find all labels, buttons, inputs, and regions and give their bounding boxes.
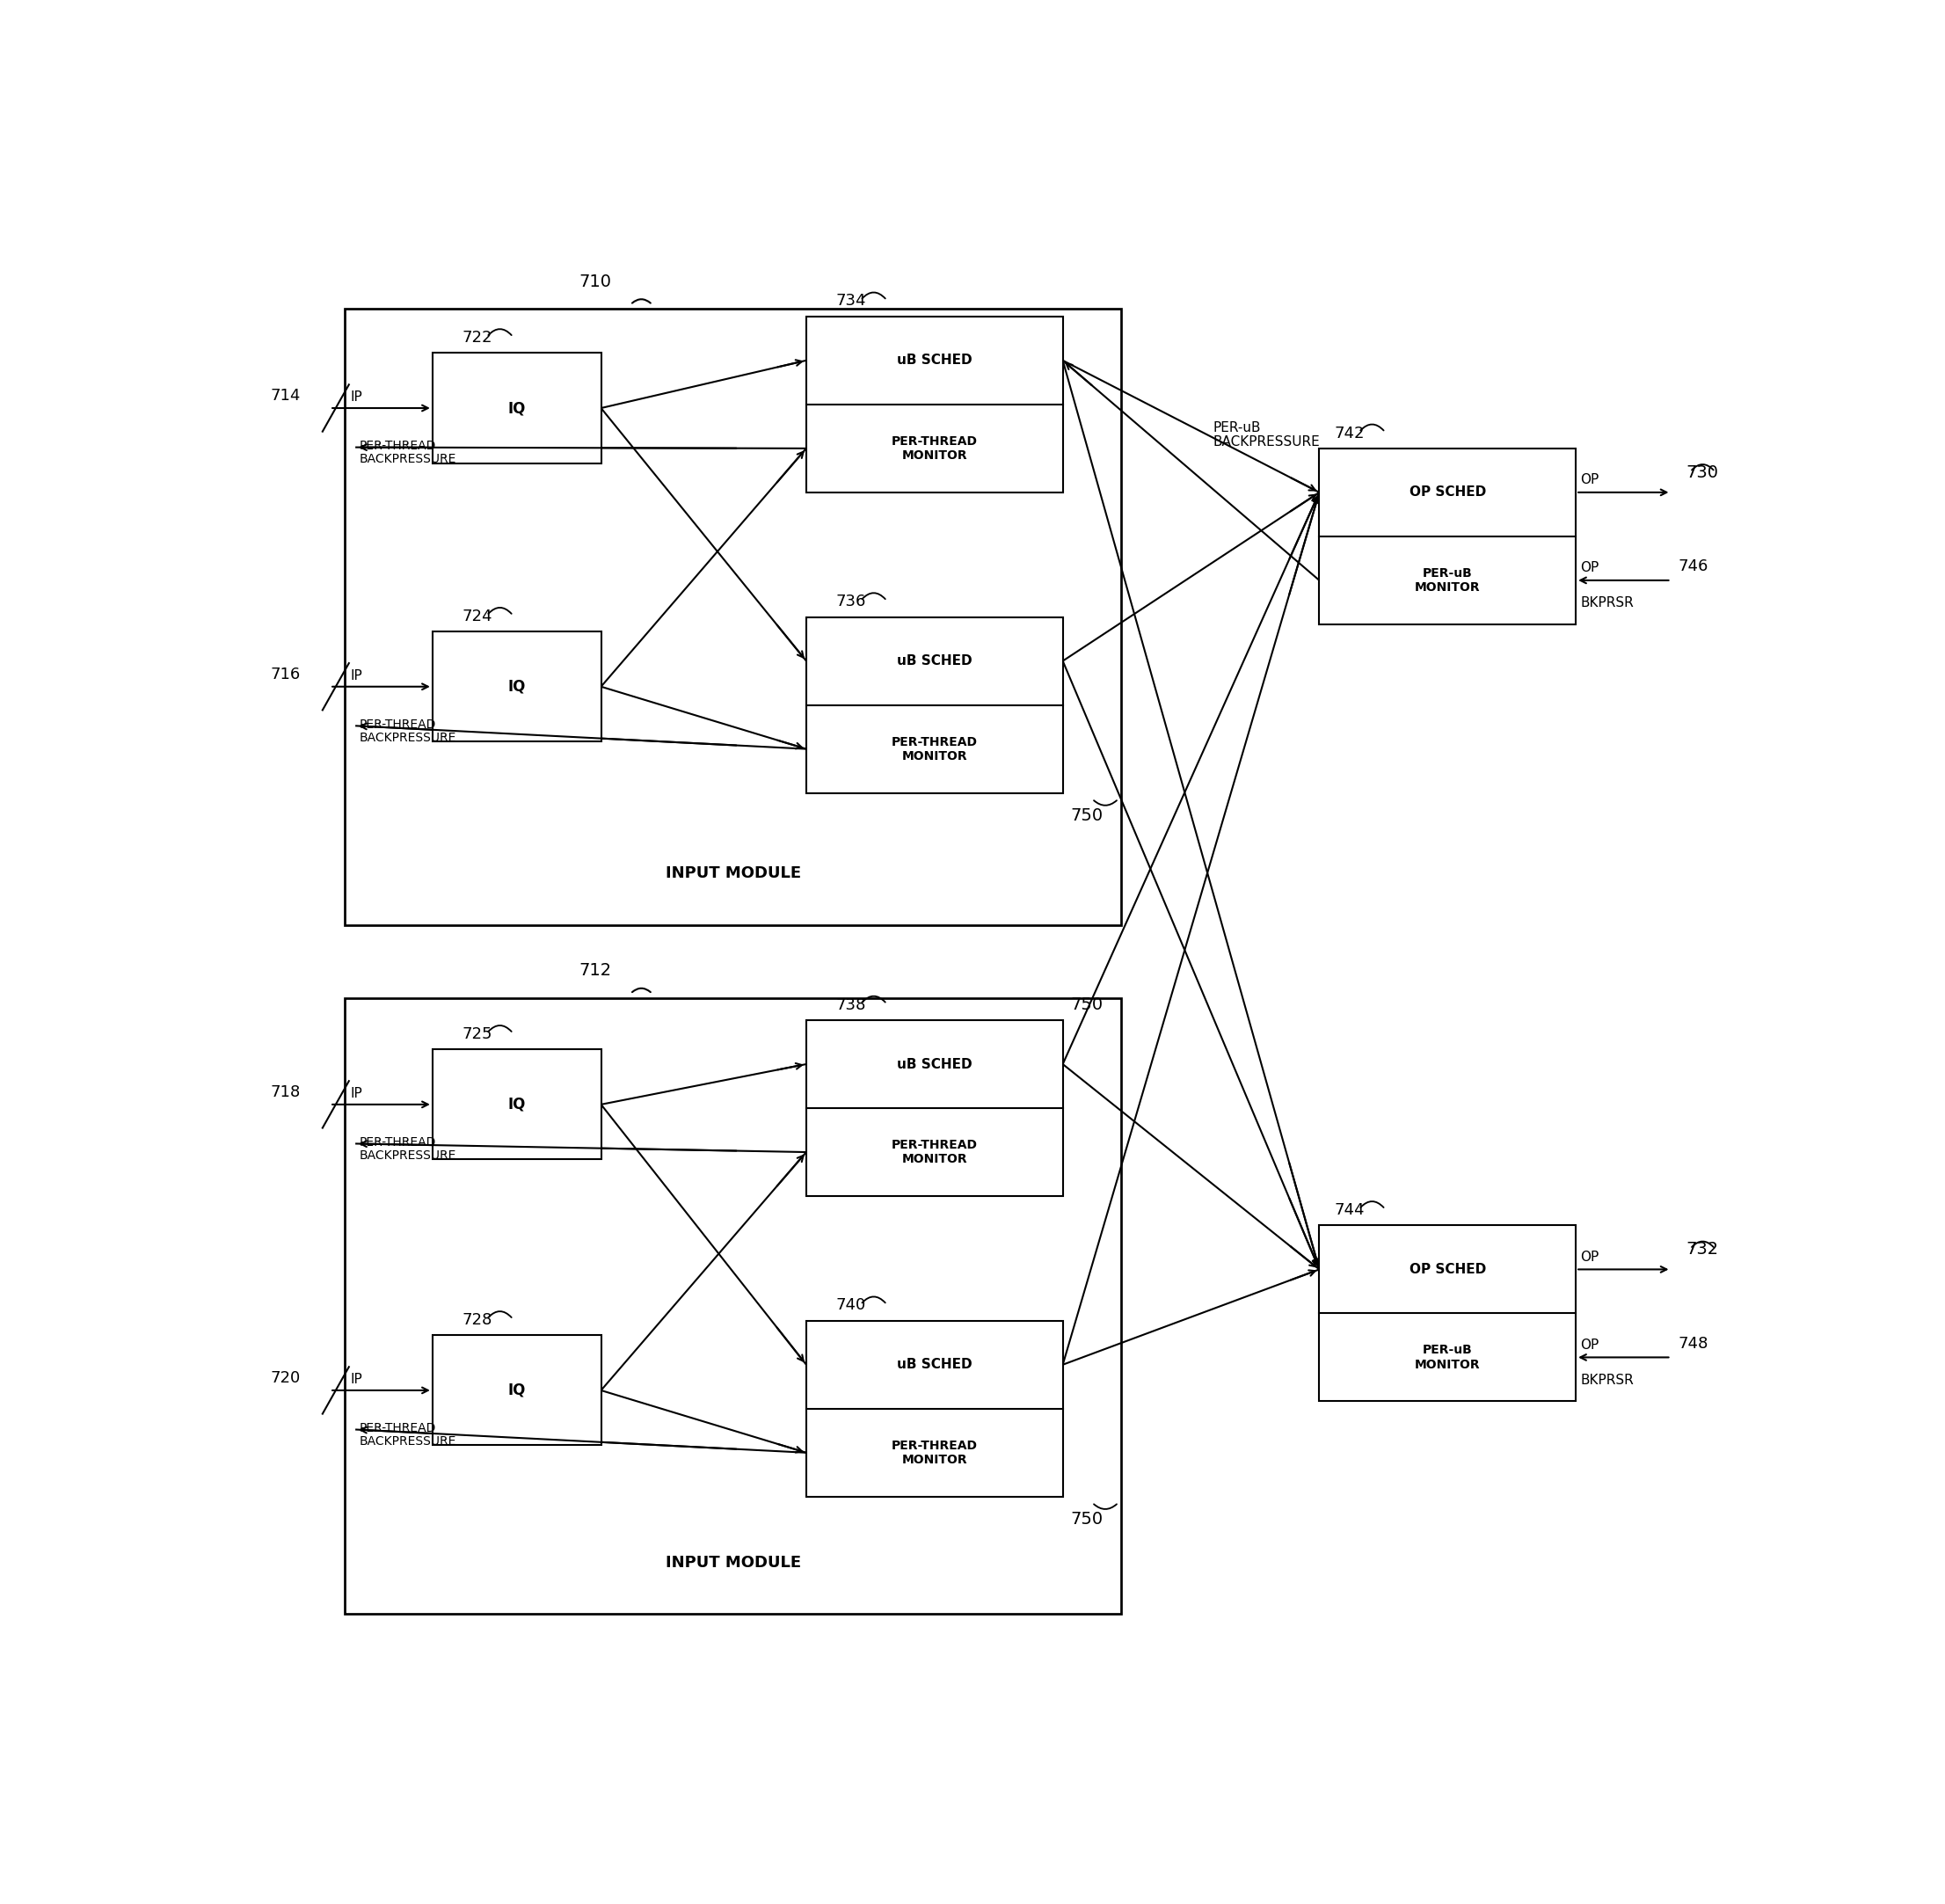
Text: 742: 742: [1334, 425, 1363, 442]
Bar: [432, 632, 601, 741]
Text: BKPRSR: BKPRSR: [1579, 1373, 1634, 1386]
Text: 750: 750: [1070, 996, 1103, 1013]
Text: PER-THREAD
MONITOR: PER-THREAD MONITOR: [891, 1439, 978, 1466]
Text: 738: 738: [836, 998, 866, 1013]
Text: uB SCHED: uB SCHED: [897, 1358, 972, 1371]
Text: OP SCHED: OP SCHED: [1410, 486, 1486, 499]
Bar: [807, 316, 1062, 493]
Text: PER-uB
MONITOR: PER-uB MONITOR: [1414, 1344, 1480, 1371]
Text: BKPRSR: BKPRSR: [1579, 596, 1634, 609]
Text: 728: 728: [461, 1312, 492, 1329]
Bar: [432, 1049, 601, 1160]
Text: INPUT MODULE: INPUT MODULE: [665, 866, 801, 882]
Text: OP: OP: [1579, 474, 1599, 487]
Bar: [432, 352, 601, 463]
Text: IP: IP: [350, 390, 362, 404]
Text: PER-THREAD
MONITOR: PER-THREAD MONITOR: [891, 1139, 978, 1165]
Text: 716: 716: [270, 666, 301, 682]
Text: 730: 730: [1686, 465, 1717, 480]
Text: 724: 724: [461, 609, 492, 625]
Bar: [1319, 447, 1575, 625]
Text: IQ: IQ: [508, 1382, 525, 1398]
Text: IQ: IQ: [508, 400, 525, 415]
Text: uB SCHED: uB SCHED: [897, 354, 972, 367]
Text: PER-THREAD
MONITOR: PER-THREAD MONITOR: [891, 735, 978, 762]
Text: PER-THREAD
MONITOR: PER-THREAD MONITOR: [891, 436, 978, 461]
Text: OP: OP: [1579, 1339, 1599, 1352]
Text: 746: 746: [1679, 558, 1708, 575]
Text: 718: 718: [270, 1083, 301, 1101]
Text: 722: 722: [461, 329, 492, 347]
Bar: [1319, 1226, 1575, 1401]
Text: PER-THREAD
BACKPRESSURE: PER-THREAD BACKPRESSURE: [360, 1422, 457, 1447]
Text: 712: 712: [580, 962, 611, 979]
Text: IP: IP: [350, 1087, 362, 1101]
Text: IP: IP: [350, 1373, 362, 1386]
Bar: [344, 998, 1122, 1615]
Text: OP: OP: [1579, 1251, 1599, 1264]
Text: IP: IP: [350, 668, 362, 682]
Text: OP: OP: [1579, 562, 1599, 575]
Text: 732: 732: [1686, 1241, 1717, 1259]
Text: 740: 740: [836, 1297, 866, 1314]
Text: 725: 725: [461, 1026, 492, 1041]
Bar: [807, 1021, 1062, 1196]
Text: 736: 736: [836, 594, 866, 609]
Text: PER-THREAD
BACKPRESSURE: PER-THREAD BACKPRESSURE: [360, 440, 457, 466]
Text: PER-uB
MONITOR: PER-uB MONITOR: [1414, 567, 1480, 594]
Text: 748: 748: [1679, 1337, 1708, 1352]
Text: PER-THREAD
BACKPRESSURE: PER-THREAD BACKPRESSURE: [360, 718, 457, 744]
Text: PER-uB
BACKPRESSURE: PER-uB BACKPRESSURE: [1214, 421, 1321, 449]
Text: 714: 714: [270, 388, 301, 404]
Text: 744: 744: [1334, 1201, 1363, 1219]
Text: 734: 734: [836, 293, 866, 308]
Text: 710: 710: [580, 274, 611, 289]
Bar: [432, 1335, 601, 1445]
Text: OP SCHED: OP SCHED: [1410, 1262, 1486, 1276]
Text: 720: 720: [270, 1371, 301, 1386]
Text: 750: 750: [1070, 1512, 1103, 1529]
Text: INPUT MODULE: INPUT MODULE: [665, 1556, 801, 1571]
Text: PER-THREAD
BACKPRESSURE: PER-THREAD BACKPRESSURE: [360, 1137, 457, 1161]
Text: uB SCHED: uB SCHED: [897, 1057, 972, 1070]
Bar: [807, 617, 1062, 792]
Text: uB SCHED: uB SCHED: [897, 655, 972, 668]
Text: 750: 750: [1070, 807, 1103, 824]
Bar: [807, 1321, 1062, 1497]
Bar: [344, 308, 1122, 925]
Text: IQ: IQ: [508, 1097, 525, 1112]
Text: IQ: IQ: [508, 678, 525, 695]
